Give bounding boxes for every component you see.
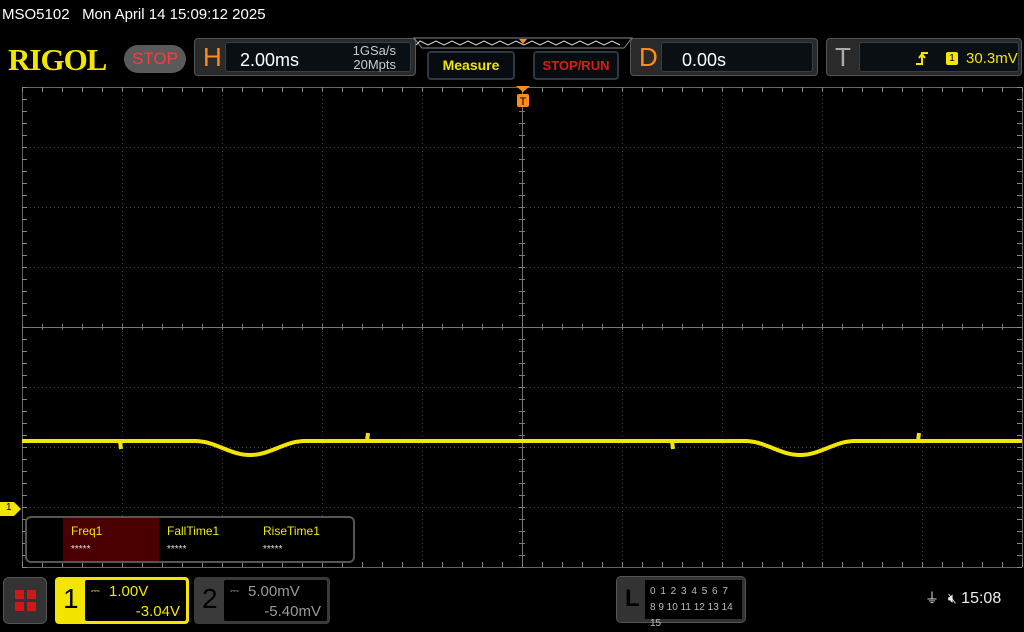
- dc-coupling-icon: ⎓: [91, 585, 100, 597]
- channel1-offset-marker[interactable]: 1: [0, 502, 22, 516]
- trigger-level: 30.3mV: [966, 50, 1018, 67]
- channel2-panel[interactable]: 2 ⎓ 5.00mV -5.40mV: [194, 577, 330, 624]
- stop-run-button[interactable]: STOP/RUN: [533, 51, 619, 80]
- graticule: [22, 87, 1023, 568]
- trigger-position-marker[interactable]: T: [514, 86, 532, 108]
- run-state-badge[interactable]: STOP: [124, 45, 186, 73]
- measurement-value: *****: [167, 544, 187, 555]
- logic-letter: L: [625, 585, 640, 612]
- channel2-number: 2: [202, 583, 218, 614]
- rigol-logo: RIGOL: [8, 42, 107, 77]
- logic-channels-row1: 0 1 2 3 4 5 6 7: [650, 586, 729, 597]
- channel1-number: 1: [63, 583, 79, 614]
- main-menu-button[interactable]: [3, 577, 47, 624]
- datetime: Mon April 14 15:09:12 2025: [82, 6, 266, 23]
- measurement-value: *****: [71, 544, 91, 555]
- speaker-muted-icon[interactable]: 🔇︎: [947, 590, 957, 606]
- delay-panel[interactable]: D 0.00s: [630, 38, 818, 76]
- measurement-falltime1[interactable]: FallTime1 *****: [159, 518, 255, 561]
- title-bar: MSO5102 Mon April 14 15:09:12 2025: [0, 0, 1024, 30]
- rising-edge-icon: [916, 52, 928, 65]
- overview-trigger-marker: [519, 39, 527, 44]
- overview-waveform: [415, 40, 621, 46]
- model: MSO5102: [2, 6, 70, 23]
- channel2-scale: 5.00mV: [248, 583, 300, 600]
- clock: 15:08: [961, 590, 1002, 607]
- memory-depth: 20Mpts: [353, 57, 396, 72]
- trigger-panel[interactable]: T 1 30.3mV A: [826, 38, 1022, 76]
- timebase: 2.00ms: [240, 50, 300, 70]
- measurement-risetime1[interactable]: RiseTime1 *****: [255, 518, 351, 561]
- waveform-overview-bar[interactable]: [412, 36, 634, 50]
- logic-channels-row2: 8 9 10 11 12 13 14 15: [650, 602, 733, 629]
- logic-panel[interactable]: L 0 1 2 3 4 5 6 7 8 9 10 11 12 13 14 15: [616, 576, 746, 629]
- dc-coupling-icon: ⎓: [230, 585, 239, 597]
- measurement-name: Freq1: [71, 524, 103, 538]
- channel1-marker-label: 1: [6, 502, 12, 513]
- channel1-offset: -3.04V: [135, 603, 180, 620]
- delay-letter: D: [639, 42, 658, 72]
- acquisition-info: 1GSa/s 20Mpts: [353, 44, 396, 72]
- delay-value: 0.00s: [682, 50, 727, 70]
- measurement-name: RiseTime1: [263, 524, 320, 538]
- trigger-source: 1: [946, 52, 958, 65]
- measure-button[interactable]: Measure: [427, 51, 515, 80]
- trigger-marker-label: T: [520, 96, 527, 108]
- channel2-offset: -5.40mV: [264, 603, 321, 620]
- sample-rate: 1GSa/s: [352, 43, 396, 58]
- horizontal-panel[interactable]: H 2.00ms 1GSa/s 20Mpts: [194, 38, 416, 76]
- channel1-scale: 1.00V: [109, 583, 149, 600]
- channel1-panel[interactable]: 1 ⎓ 1.00V -3.04V: [55, 577, 189, 624]
- measurement-value: *****: [263, 544, 283, 555]
- measurement-name: FallTime1: [167, 524, 220, 538]
- measurement-freq1[interactable]: Freq1 *****: [63, 518, 159, 561]
- measurement-panel: Freq1 ***** FallTime1 ***** RiseTime1 **…: [25, 516, 355, 563]
- channel1-trace: [22, 432, 1022, 457]
- usb-icon[interactable]: ⏚: [925, 590, 939, 606]
- waveform-display[interactable]: [22, 87, 1023, 568]
- trigger-letter: T: [835, 42, 851, 72]
- horizontal-letter: H: [203, 42, 222, 72]
- status-area: ⏚ 🔇︎ 15:08: [925, 588, 1001, 608]
- menu-grid-icon: [15, 590, 36, 611]
